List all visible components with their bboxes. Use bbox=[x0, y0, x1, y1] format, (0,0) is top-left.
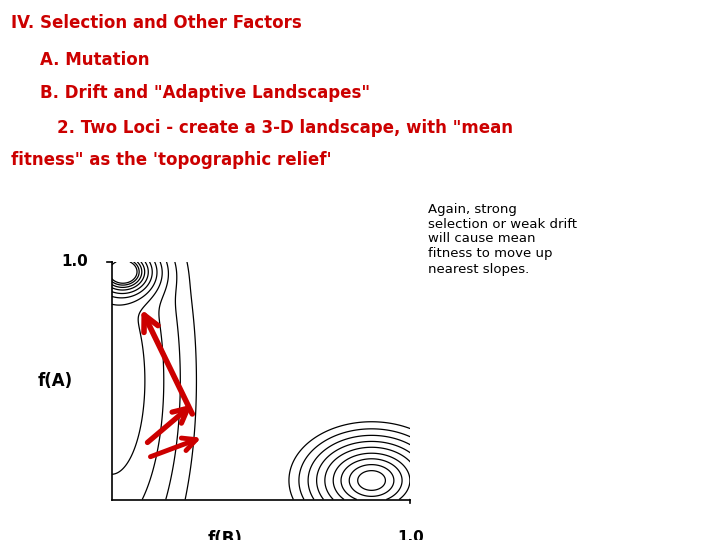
Text: 1.0: 1.0 bbox=[61, 254, 88, 269]
Text: f(B): f(B) bbox=[207, 530, 243, 540]
Text: 1.0: 1.0 bbox=[397, 530, 424, 540]
Text: f(A): f(A) bbox=[37, 372, 73, 390]
Text: fitness" as the 'topographic relief': fitness" as the 'topographic relief' bbox=[11, 151, 331, 169]
Text: B. Drift and "Adaptive Landscapes": B. Drift and "Adaptive Landscapes" bbox=[40, 84, 370, 102]
Text: 2. Two Loci - create a 3-D landscape, with "mean: 2. Two Loci - create a 3-D landscape, wi… bbox=[11, 119, 513, 137]
Text: IV. Selection and Other Factors: IV. Selection and Other Factors bbox=[11, 14, 302, 31]
Text: Again, strong
selection or weak drift
will cause mean
fitness to move up
nearest: Again, strong selection or weak drift wi… bbox=[428, 202, 577, 275]
Text: A. Mutation: A. Mutation bbox=[40, 51, 149, 69]
